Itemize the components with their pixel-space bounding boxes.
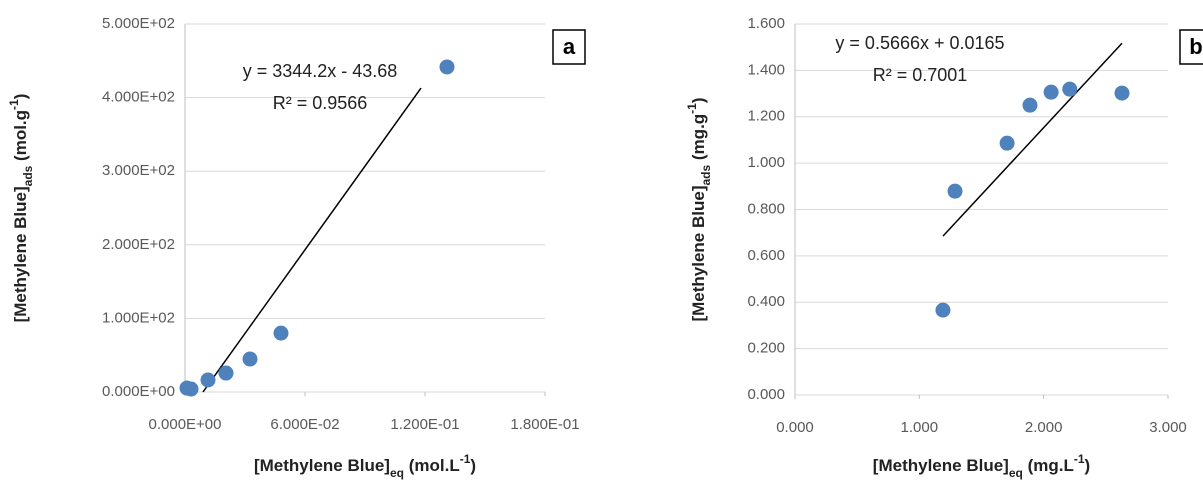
y-tick-label: 1.200 xyxy=(747,108,785,125)
r-squared: R² = 0.7001 xyxy=(873,65,968,85)
axis-title-part: ) xyxy=(470,456,476,475)
y-tick-label: 0.800 xyxy=(747,200,785,217)
y-tick-label: 1.600 xyxy=(747,15,785,32)
x-axis-title: [Methylene Blue]eq (mol.L-1) xyxy=(254,452,476,480)
data-point xyxy=(1000,136,1015,151)
y-axis-title: [Methylene Blue]ads (mol.g-1) xyxy=(7,94,35,323)
axis-title-part: (mol.g xyxy=(11,110,30,166)
equation: y = 3344.2x - 43.68 xyxy=(243,61,398,81)
data-point xyxy=(1022,98,1037,113)
axis-title-part: eq xyxy=(390,466,404,480)
y-axis-title: [Methylene Blue]ads (mg.g-1) xyxy=(685,97,713,321)
figure: 0.000E+00 1.000E+02 2.000E+02 3.000E+02 4.00… xyxy=(0,0,1203,482)
axis-title-part: ads xyxy=(21,165,35,186)
axis-title-part: -1 xyxy=(7,99,21,110)
data-point xyxy=(274,326,289,341)
data-point xyxy=(948,184,963,199)
axis-title-part: -1 xyxy=(685,103,699,114)
axis-title-part: [Methylene Blue] xyxy=(11,186,30,322)
data-point xyxy=(1062,82,1077,97)
data-point xyxy=(440,59,455,74)
data-point xyxy=(184,382,199,397)
x-tick-label: 6.000E-02 xyxy=(270,416,339,433)
axis-title-part: ) xyxy=(1085,456,1091,475)
y-tick-label: 2.000E+02 xyxy=(102,236,175,253)
data-point xyxy=(935,303,950,318)
axis-title-part: (mg.L xyxy=(1023,456,1074,475)
panel-label: a xyxy=(563,34,576,59)
x-axis-title: [Methylene Blue]eq (mg.L-1) xyxy=(873,452,1090,480)
axis-title-part: -1 xyxy=(460,452,471,466)
x-tick-label: 2.000 xyxy=(1025,419,1063,436)
y-tick-label: 4.000E+02 xyxy=(102,89,175,106)
axis-title-part: ads xyxy=(699,164,713,185)
trendline xyxy=(943,43,1122,236)
x-tick-label: 0.000E+00 xyxy=(149,416,222,433)
equation: y = 0.5666x + 0.0165 xyxy=(835,33,1004,53)
y-tick-label: 0.000E+00 xyxy=(102,383,175,400)
y-tick-label: 0.600 xyxy=(747,247,785,264)
data-point xyxy=(243,352,258,367)
axis-title-part: (mol.L xyxy=(404,456,460,475)
y-tick-label: 1.000E+02 xyxy=(102,309,175,326)
y-tick-label: 0.400 xyxy=(747,293,785,310)
x-tick-label: 0.000 xyxy=(776,419,814,436)
y-tick-label: 5.000E+02 xyxy=(102,15,175,32)
data-point xyxy=(1114,86,1129,101)
data-point xyxy=(1044,85,1059,100)
page: {"chart_data": [ {"type": "scatter", "pa… xyxy=(0,0,1203,482)
data-point xyxy=(201,373,216,388)
data-point xyxy=(219,366,234,381)
axis-title-part: ) xyxy=(689,97,708,103)
y-tick-label: 3.000E+02 xyxy=(102,162,175,179)
trendline xyxy=(203,88,421,392)
axis-title-part: -1 xyxy=(1074,452,1085,466)
axis-title-part: [Methylene Blue] xyxy=(689,186,708,322)
y-tick-label: 1.400 xyxy=(747,61,785,78)
r-squared: R² = 0.9566 xyxy=(273,93,368,113)
axis-title-part: [Methylene Blue] xyxy=(254,456,390,475)
y-tick-label: 0.200 xyxy=(747,340,785,357)
axis-title-part: (mg.g xyxy=(689,114,708,165)
axis-title-part: eq xyxy=(1009,466,1023,480)
x-tick-label: 1.000 xyxy=(901,419,939,436)
axis-title-part: [Methylene Blue] xyxy=(873,456,1009,475)
y-tick-label: 0.000 xyxy=(747,386,785,403)
panel-label: b xyxy=(1189,34,1202,59)
x-tick-label: 1.800E-01 xyxy=(510,416,579,433)
axis-title-part: ) xyxy=(11,94,30,100)
y-tick-label: 1.000 xyxy=(747,154,785,171)
x-tick-label: 3.000 xyxy=(1149,419,1187,436)
x-tick-label: 1.200E-01 xyxy=(390,416,459,433)
